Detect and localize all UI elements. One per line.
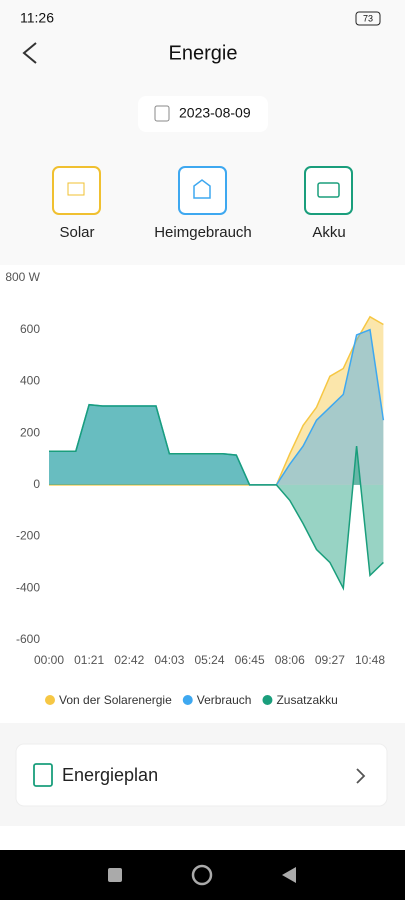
page-title: Energie [169, 42, 238, 64]
plan-card[interactable] [15, 743, 388, 807]
legend-dot [182, 695, 193, 705]
area-fill [49, 329, 384, 485]
chart-panel [0, 265, 405, 723]
tab-label: Heimgebrauch [154, 224, 252, 241]
battery-tab[interactable] [304, 166, 353, 215]
y-tick-label: 200 [20, 425, 40, 439]
chart: -600 -400 -200 0 200 400 600 800 W 00:00 01:21 02:… [5, 270, 385, 707]
nav-recent[interactable] [108, 868, 122, 882]
x-tick-label: 02:42 [114, 653, 144, 667]
nav-back[interactable] [282, 867, 296, 883]
legend-label: Von der Solarenergie [59, 693, 172, 707]
akku-icon [317, 182, 340, 198]
chevron [356, 768, 366, 784]
back-button[interactable] [22, 42, 37, 64]
y-tick-label: 800 W [5, 270, 40, 284]
y-tick-label: -600 [16, 632, 40, 646]
series-line [49, 315, 384, 486]
series-line [49, 403, 384, 591]
x-tick-label: 08:06 [275, 653, 305, 667]
y-tick-label: -400 [16, 580, 40, 594]
plan-icon [33, 763, 53, 787]
x-tick-label: 06:45 [235, 653, 265, 667]
x-tick-label: 01:21 [74, 653, 104, 667]
bottom-spacer [0, 826, 405, 850]
y-tick-label: -200 [16, 529, 40, 543]
date-picker[interactable] [138, 96, 268, 132]
top-bg [0, 0, 405, 265]
plan-title: Energieplan [62, 765, 158, 785]
date-text: 2023-08-09 [179, 105, 251, 121]
battery-icon [355, 11, 381, 26]
solar-tab[interactable] [52, 166, 101, 215]
legend-dot [45, 695, 55, 705]
nav-bar [0, 850, 405, 900]
x-tick-label: 04:03 [154, 653, 184, 667]
area-fill [49, 404, 384, 589]
battery-level: 73 [363, 13, 373, 23]
legend-label: Zusatzakku [276, 693, 337, 707]
area-fill [49, 316, 384, 485]
nav-home[interactable] [191, 864, 213, 886]
y-tick-label: 0 [33, 477, 40, 491]
x-tick-label: 05:24 [194, 653, 224, 667]
x-tick-label: 09:27 [315, 653, 345, 667]
home-tab[interactable] [178, 166, 227, 215]
tab-label: Akku [312, 224, 345, 241]
home-icon [193, 179, 211, 199]
status-time: 11:26 [20, 10, 54, 26]
solar-icon [67, 182, 85, 196]
legend-dot [262, 695, 273, 705]
y-tick-label: 600 [20, 322, 40, 336]
calendar-icon [154, 105, 170, 122]
x-tick-label: 10:48 [355, 653, 385, 667]
tab-label: Solar [59, 224, 94, 241]
x-tick-label: 00:00 [34, 653, 64, 667]
y-tick-label: 400 [20, 374, 40, 388]
legend-label: Verbrauch [197, 693, 252, 707]
